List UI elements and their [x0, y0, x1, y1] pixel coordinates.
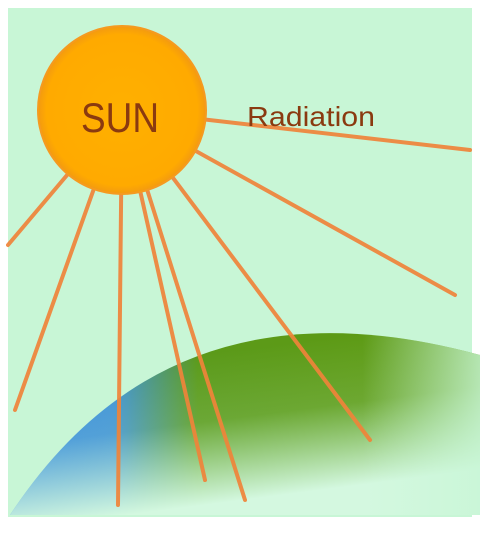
sun-label: SUN: [81, 94, 159, 141]
page: {"labels": {"sun": "SUN", "radiation": "…: [0, 0, 480, 549]
radiation-label: Radiation: [247, 101, 375, 132]
illustration: SUN Radiation: [0, 0, 480, 549]
